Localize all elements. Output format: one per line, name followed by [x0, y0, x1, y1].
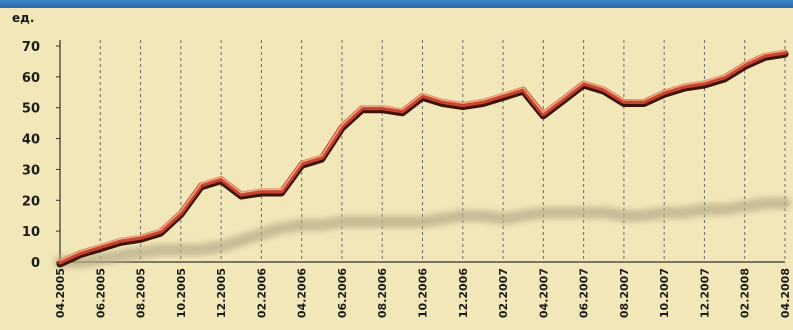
x-tick-label: 02.2006: [255, 268, 268, 318]
series-main-line-highlight: [59, 49, 786, 262]
x-tick-label: 10.2007: [658, 268, 671, 318]
x-tick-label: 10.2006: [417, 268, 430, 318]
x-tick-label: 06.2005: [94, 268, 107, 318]
x-tick-label: 04.2005: [54, 268, 67, 318]
series-main-line: [57, 49, 788, 265]
y-tick-label: 20: [22, 194, 40, 209]
y-tick-label: 30: [22, 163, 40, 178]
x-tick-label: 06.2006: [336, 268, 349, 318]
x-tick-label: 04.2007: [537, 268, 550, 318]
y-axis-unit-label: ед.: [12, 11, 34, 25]
x-tick-label: 08.2005: [135, 268, 148, 318]
x-tick-label: 10.2005: [175, 268, 188, 318]
x-tick-label: 02.2007: [497, 268, 510, 318]
x-tick-label: 08.2007: [618, 268, 631, 318]
x-tick-label: 06.2007: [578, 268, 591, 318]
x-tick-label: 12.2007: [698, 268, 711, 318]
x-tick-label: 04.2008: [779, 268, 792, 318]
y-tick-label: 0: [31, 256, 40, 271]
y-tick-label: 60: [22, 71, 40, 86]
y-tick-label: 50: [22, 102, 40, 117]
y-tick-label: 40: [22, 133, 40, 148]
x-tick-label: 12.2005: [215, 268, 228, 318]
x-tick-label: 02.2008: [739, 268, 752, 318]
x-tick-label: 08.2006: [376, 268, 389, 318]
x-tick-label: 04.2006: [296, 268, 309, 318]
x-tick-label: 12.2006: [457, 268, 470, 318]
header-band: [0, 0, 793, 8]
y-tick-label: 70: [22, 40, 40, 55]
series-shadow-line: [54, 197, 791, 268]
y-tick-label: 10: [22, 225, 40, 240]
